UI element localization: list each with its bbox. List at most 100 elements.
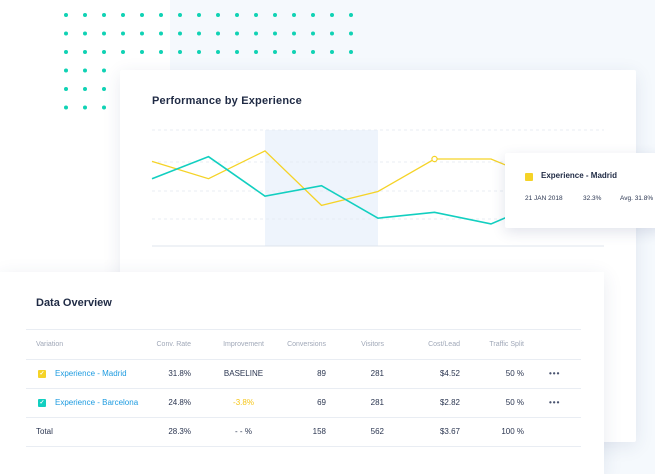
row-menu-button[interactable]: ••• bbox=[549, 398, 561, 407]
data-overview-table: Variation Conv. Rate Improvement Convers… bbox=[26, 329, 581, 447]
decorative-dot bbox=[64, 105, 68, 110]
decorative-dot bbox=[349, 31, 353, 36]
decorative-dot bbox=[178, 13, 182, 17]
decorative-dot bbox=[292, 31, 296, 36]
conv-rate-cell: 31.8% bbox=[168, 369, 191, 378]
performance-title: Performance by Experience bbox=[152, 95, 302, 107]
decorative-dot bbox=[273, 50, 277, 54]
column-header-visitors[interactable]: Visitors bbox=[361, 341, 384, 348]
chart-highlight-band bbox=[265, 130, 378, 246]
column-header-conv-rate[interactable]: Conv. Rate bbox=[156, 341, 192, 348]
tooltip-series-name: Experience - Madrid bbox=[541, 171, 618, 180]
decorative-dot bbox=[83, 50, 87, 54]
decorative-dot bbox=[178, 31, 182, 36]
decorative-dot-grid bbox=[64, 13, 353, 110]
decorative-dot bbox=[140, 50, 144, 54]
decorative-dot bbox=[254, 13, 258, 17]
decorative-dot bbox=[64, 13, 68, 17]
decorative-dot bbox=[273, 13, 277, 17]
decorative-dot bbox=[121, 13, 125, 17]
total-conv-rate: 28.3% bbox=[168, 427, 191, 436]
conversions-cell: 69 bbox=[317, 398, 326, 407]
tooltip-date: 21 JAN 2018 bbox=[525, 195, 563, 202]
improvement-cell: -3.8% bbox=[233, 398, 254, 407]
conv-rate-cell: 24.8% bbox=[168, 398, 191, 407]
decorative-dot bbox=[83, 87, 87, 91]
decorative-dot bbox=[83, 105, 87, 110]
checkbox-barcelona[interactable]: ✓ bbox=[38, 399, 46, 407]
column-header-variation[interactable]: Variation bbox=[36, 341, 64, 348]
decorative-dot bbox=[235, 13, 239, 17]
column-header-cost-lead[interactable]: Cost/Lead bbox=[428, 341, 460, 348]
decorative-dot bbox=[102, 105, 106, 110]
decorative-dot bbox=[216, 13, 220, 17]
decorative-dot bbox=[140, 13, 144, 17]
decorative-dot bbox=[64, 50, 68, 54]
decorative-dot bbox=[159, 31, 163, 36]
decorative-dot bbox=[121, 31, 125, 36]
decorative-dot bbox=[235, 50, 239, 54]
decorative-dot bbox=[330, 31, 334, 36]
cost-lead-cell: $2.82 bbox=[439, 398, 460, 407]
total-cost-lead: $3.67 bbox=[439, 427, 460, 436]
decorative-dot bbox=[64, 31, 68, 36]
visitors-cell: 281 bbox=[370, 398, 384, 407]
decorative-dot bbox=[102, 50, 106, 54]
decorative-dot bbox=[254, 50, 258, 54]
tooltip-value: 32.3% bbox=[583, 195, 602, 202]
decorative-dot bbox=[311, 31, 315, 36]
table-header-row: Variation Conv. Rate Improvement Convers… bbox=[26, 329, 581, 360]
table-row-barcelona[interactable]: ✓ Experience - Barcelona 24.8% -3.8% 69 … bbox=[26, 389, 581, 418]
decorative-dot bbox=[254, 31, 258, 36]
improvement-cell: BASELINE bbox=[223, 369, 264, 378]
variation-link-barcelona[interactable]: Experience - Barcelona bbox=[55, 398, 139, 407]
hovered-data-point[interactable] bbox=[431, 155, 438, 163]
column-header-traffic-split[interactable]: Traffic Split bbox=[489, 341, 524, 348]
decorative-dot bbox=[102, 31, 106, 36]
conversions-cell: 89 bbox=[317, 369, 326, 378]
total-improvement: - - % bbox=[235, 427, 252, 436]
decorative-dot bbox=[216, 50, 220, 54]
decorative-dot bbox=[159, 50, 163, 54]
decorative-dot bbox=[83, 68, 87, 73]
decorative-dot bbox=[216, 31, 220, 36]
decorative-dot bbox=[64, 68, 68, 73]
decorative-dot bbox=[235, 31, 239, 36]
decorative-dot bbox=[330, 50, 334, 54]
decorative-dot bbox=[178, 50, 182, 54]
traffic-split-cell: 50 % bbox=[505, 369, 524, 378]
decorative-dot bbox=[159, 13, 163, 17]
column-header-improvement[interactable]: Improvement bbox=[223, 341, 264, 348]
decorative-dot bbox=[140, 31, 144, 36]
cost-lead-cell: $4.52 bbox=[439, 369, 460, 378]
decorative-dot bbox=[197, 13, 201, 17]
data-overview-title: Data Overview bbox=[36, 297, 112, 309]
total-visitors: 562 bbox=[370, 427, 384, 436]
total-label: Total bbox=[36, 427, 53, 436]
visitors-cell: 281 bbox=[370, 369, 384, 378]
table-row-madrid[interactable]: ✓ Experience - Madrid 31.8% BASELINE 89 … bbox=[26, 360, 581, 389]
decorative-dot bbox=[292, 13, 296, 17]
tooltip-legend-swatch bbox=[525, 173, 533, 181]
decorative-dot bbox=[121, 50, 125, 54]
table-row-total: Total 28.3% - - % 158 562 $3.67 100 % bbox=[26, 418, 581, 447]
checkbox-madrid[interactable]: ✓ bbox=[38, 370, 46, 378]
decorative-dot bbox=[349, 50, 353, 54]
decorative-dot bbox=[330, 13, 334, 17]
row-menu-button[interactable]: ••• bbox=[549, 369, 561, 378]
decorative-dot bbox=[311, 13, 315, 17]
decorative-dot bbox=[102, 13, 106, 17]
decorative-dot bbox=[83, 13, 87, 17]
column-header-conversions[interactable]: Conversions bbox=[287, 341, 326, 348]
variation-link-madrid[interactable]: Experience - Madrid bbox=[55, 369, 127, 378]
traffic-split-cell: 50 % bbox=[505, 398, 524, 407]
total-conversions: 158 bbox=[312, 427, 326, 436]
chart-tooltip: Experience - Madrid 21 JAN 2018 32.3% Av… bbox=[505, 153, 655, 228]
tooltip-average: Avg. 31.8% bbox=[620, 195, 654, 202]
decorative-dot bbox=[102, 87, 106, 91]
decorative-dot bbox=[273, 31, 277, 36]
total-traffic-split: 100 % bbox=[501, 427, 524, 436]
decorative-dot bbox=[311, 50, 315, 54]
decorative-dot bbox=[349, 13, 353, 17]
decorative-dot bbox=[197, 50, 201, 54]
